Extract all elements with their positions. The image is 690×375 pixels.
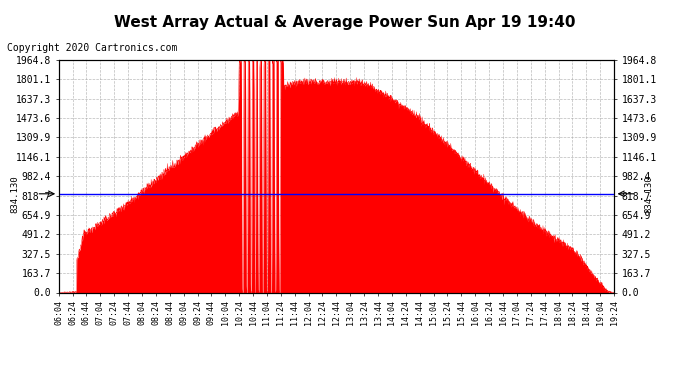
Text: 834.130: 834.130: [644, 175, 653, 213]
Text: Copyright 2020 Cartronics.com: Copyright 2020 Cartronics.com: [7, 43, 177, 53]
Text: 834.130: 834.130: [11, 175, 20, 213]
Text: West Array Actual & Average Power Sun Apr 19 19:40: West Array Actual & Average Power Sun Ap…: [115, 15, 575, 30]
